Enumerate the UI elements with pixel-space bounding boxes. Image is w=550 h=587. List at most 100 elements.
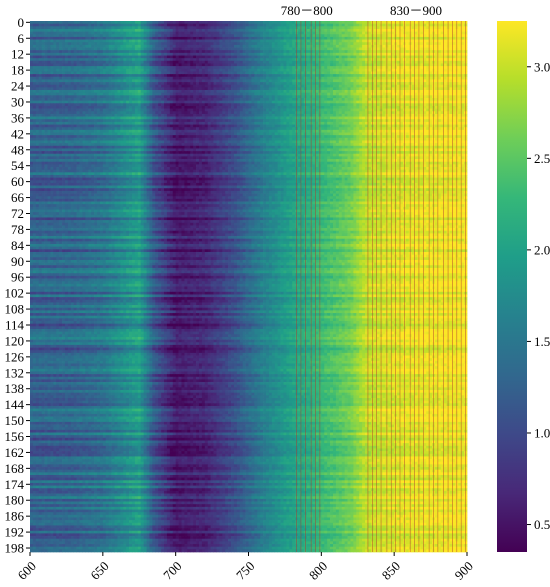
heatmap-cell xyxy=(68,42,71,45)
heatmap-cell xyxy=(59,21,62,24)
heatmap-cell xyxy=(126,34,129,37)
heatmap-cell xyxy=(50,29,53,32)
heatmap-cell xyxy=(231,37,234,40)
heatmap-cell xyxy=(94,32,97,35)
heatmap-cell xyxy=(173,34,176,37)
heatmap-cell xyxy=(50,37,53,40)
heatmap-cell xyxy=(356,40,359,43)
heatmap-cell xyxy=(400,26,403,29)
heatmap-cell xyxy=(269,21,272,24)
heatmap-cell xyxy=(275,34,278,37)
heatmap-cell xyxy=(336,26,339,29)
heatmap-cell xyxy=(173,42,176,45)
heatmap-cell xyxy=(286,32,289,35)
heatmap-cell xyxy=(155,42,158,45)
heatmap-cell xyxy=(246,26,249,29)
heatmap-cell xyxy=(333,24,336,27)
heatmap-cell xyxy=(199,21,202,24)
heatmap-cell xyxy=(117,29,120,32)
heatmap-cell xyxy=(74,37,77,40)
heatmap-cell xyxy=(400,34,403,37)
heatmap-cell xyxy=(50,42,53,45)
heatmap-cell xyxy=(383,40,386,43)
heatmap-cell xyxy=(100,37,103,40)
heatmap-cell xyxy=(120,26,123,29)
heatmap-cell xyxy=(214,21,217,24)
heatmap-cell xyxy=(301,26,304,29)
heatmap-cell xyxy=(141,34,144,37)
heatmap-cell xyxy=(251,40,254,43)
heatmap-cell xyxy=(132,32,135,35)
heatmap-cell xyxy=(181,26,184,29)
heatmap-cell xyxy=(56,34,59,37)
heatmap-cell xyxy=(196,34,199,37)
heatmap-cell xyxy=(181,34,184,37)
heatmap-cell xyxy=(327,29,330,32)
heatmap-cell xyxy=(205,21,208,24)
heatmap-cell xyxy=(423,24,426,27)
heatmap-cell xyxy=(149,32,152,35)
heatmap-cell xyxy=(103,21,106,24)
heatmap-cell xyxy=(275,29,278,32)
heatmap-cell xyxy=(155,37,158,40)
heatmap-cell xyxy=(36,42,39,45)
heatmap-cell xyxy=(260,29,263,32)
heatmap-cell xyxy=(429,29,432,32)
heatmap-cell xyxy=(368,32,371,35)
heatmap-cell xyxy=(161,37,164,40)
heatmap-cell xyxy=(254,24,257,27)
heatmap-cell xyxy=(77,37,80,40)
heatmap-cell xyxy=(109,24,112,27)
heatmap-cell xyxy=(129,24,132,27)
heatmap-cell xyxy=(129,26,132,29)
heatmap-cell xyxy=(263,34,266,37)
heatmap-cell xyxy=(199,29,202,32)
heatmap-cell xyxy=(266,29,269,32)
heatmap-cell xyxy=(275,26,278,29)
heatmap-cell xyxy=(281,40,284,43)
heatmap-cell xyxy=(65,42,68,45)
heatmap-cell xyxy=(461,24,464,27)
heatmap-cell xyxy=(173,29,176,32)
heatmap-cell xyxy=(324,32,327,35)
heatmap-cell xyxy=(260,34,263,37)
heatmap-cell xyxy=(100,40,103,43)
heatmap-cell xyxy=(461,37,464,40)
heatmap-cell xyxy=(193,34,196,37)
heatmap-cell xyxy=(240,26,243,29)
heatmap-cell xyxy=(415,34,418,37)
heatmap-cell xyxy=(231,32,234,35)
heatmap-cell xyxy=(333,21,336,24)
heatmap-cell xyxy=(123,37,126,40)
heatmap-cell xyxy=(141,21,144,24)
heatmap-cell xyxy=(176,34,179,37)
heatmap-cell xyxy=(39,26,42,29)
heatmap-cell xyxy=(152,26,155,29)
heatmap-cell xyxy=(205,29,208,32)
heatmap-cell xyxy=(211,37,214,40)
heatmap-cell xyxy=(199,34,202,37)
heatmap-cell xyxy=(406,21,409,24)
heatmap-cell xyxy=(237,21,240,24)
heatmap-cell xyxy=(283,24,286,27)
heatmap-cell xyxy=(100,26,103,29)
heatmap-cell xyxy=(377,34,380,37)
heatmap-cell xyxy=(429,40,432,43)
heatmap-cell xyxy=(187,24,190,27)
heatmap-cell xyxy=(68,37,71,40)
heatmap-cell xyxy=(353,34,356,37)
heatmap-cell xyxy=(219,21,222,24)
heatmap-cell xyxy=(80,21,83,24)
heatmap-cell xyxy=(243,24,246,27)
heatmap-cell xyxy=(112,29,115,32)
heatmap-cell xyxy=(219,32,222,35)
heatmap-cell xyxy=(190,32,193,35)
heatmap-cell xyxy=(53,40,56,43)
heatmap-cell xyxy=(88,40,91,43)
heatmap-cell xyxy=(100,24,103,27)
heatmap-cell xyxy=(126,24,129,27)
heatmap-cell xyxy=(225,29,228,32)
heatmap-cell xyxy=(71,21,74,24)
heatmap-cell xyxy=(190,21,193,24)
heatmap-cell xyxy=(88,37,91,40)
